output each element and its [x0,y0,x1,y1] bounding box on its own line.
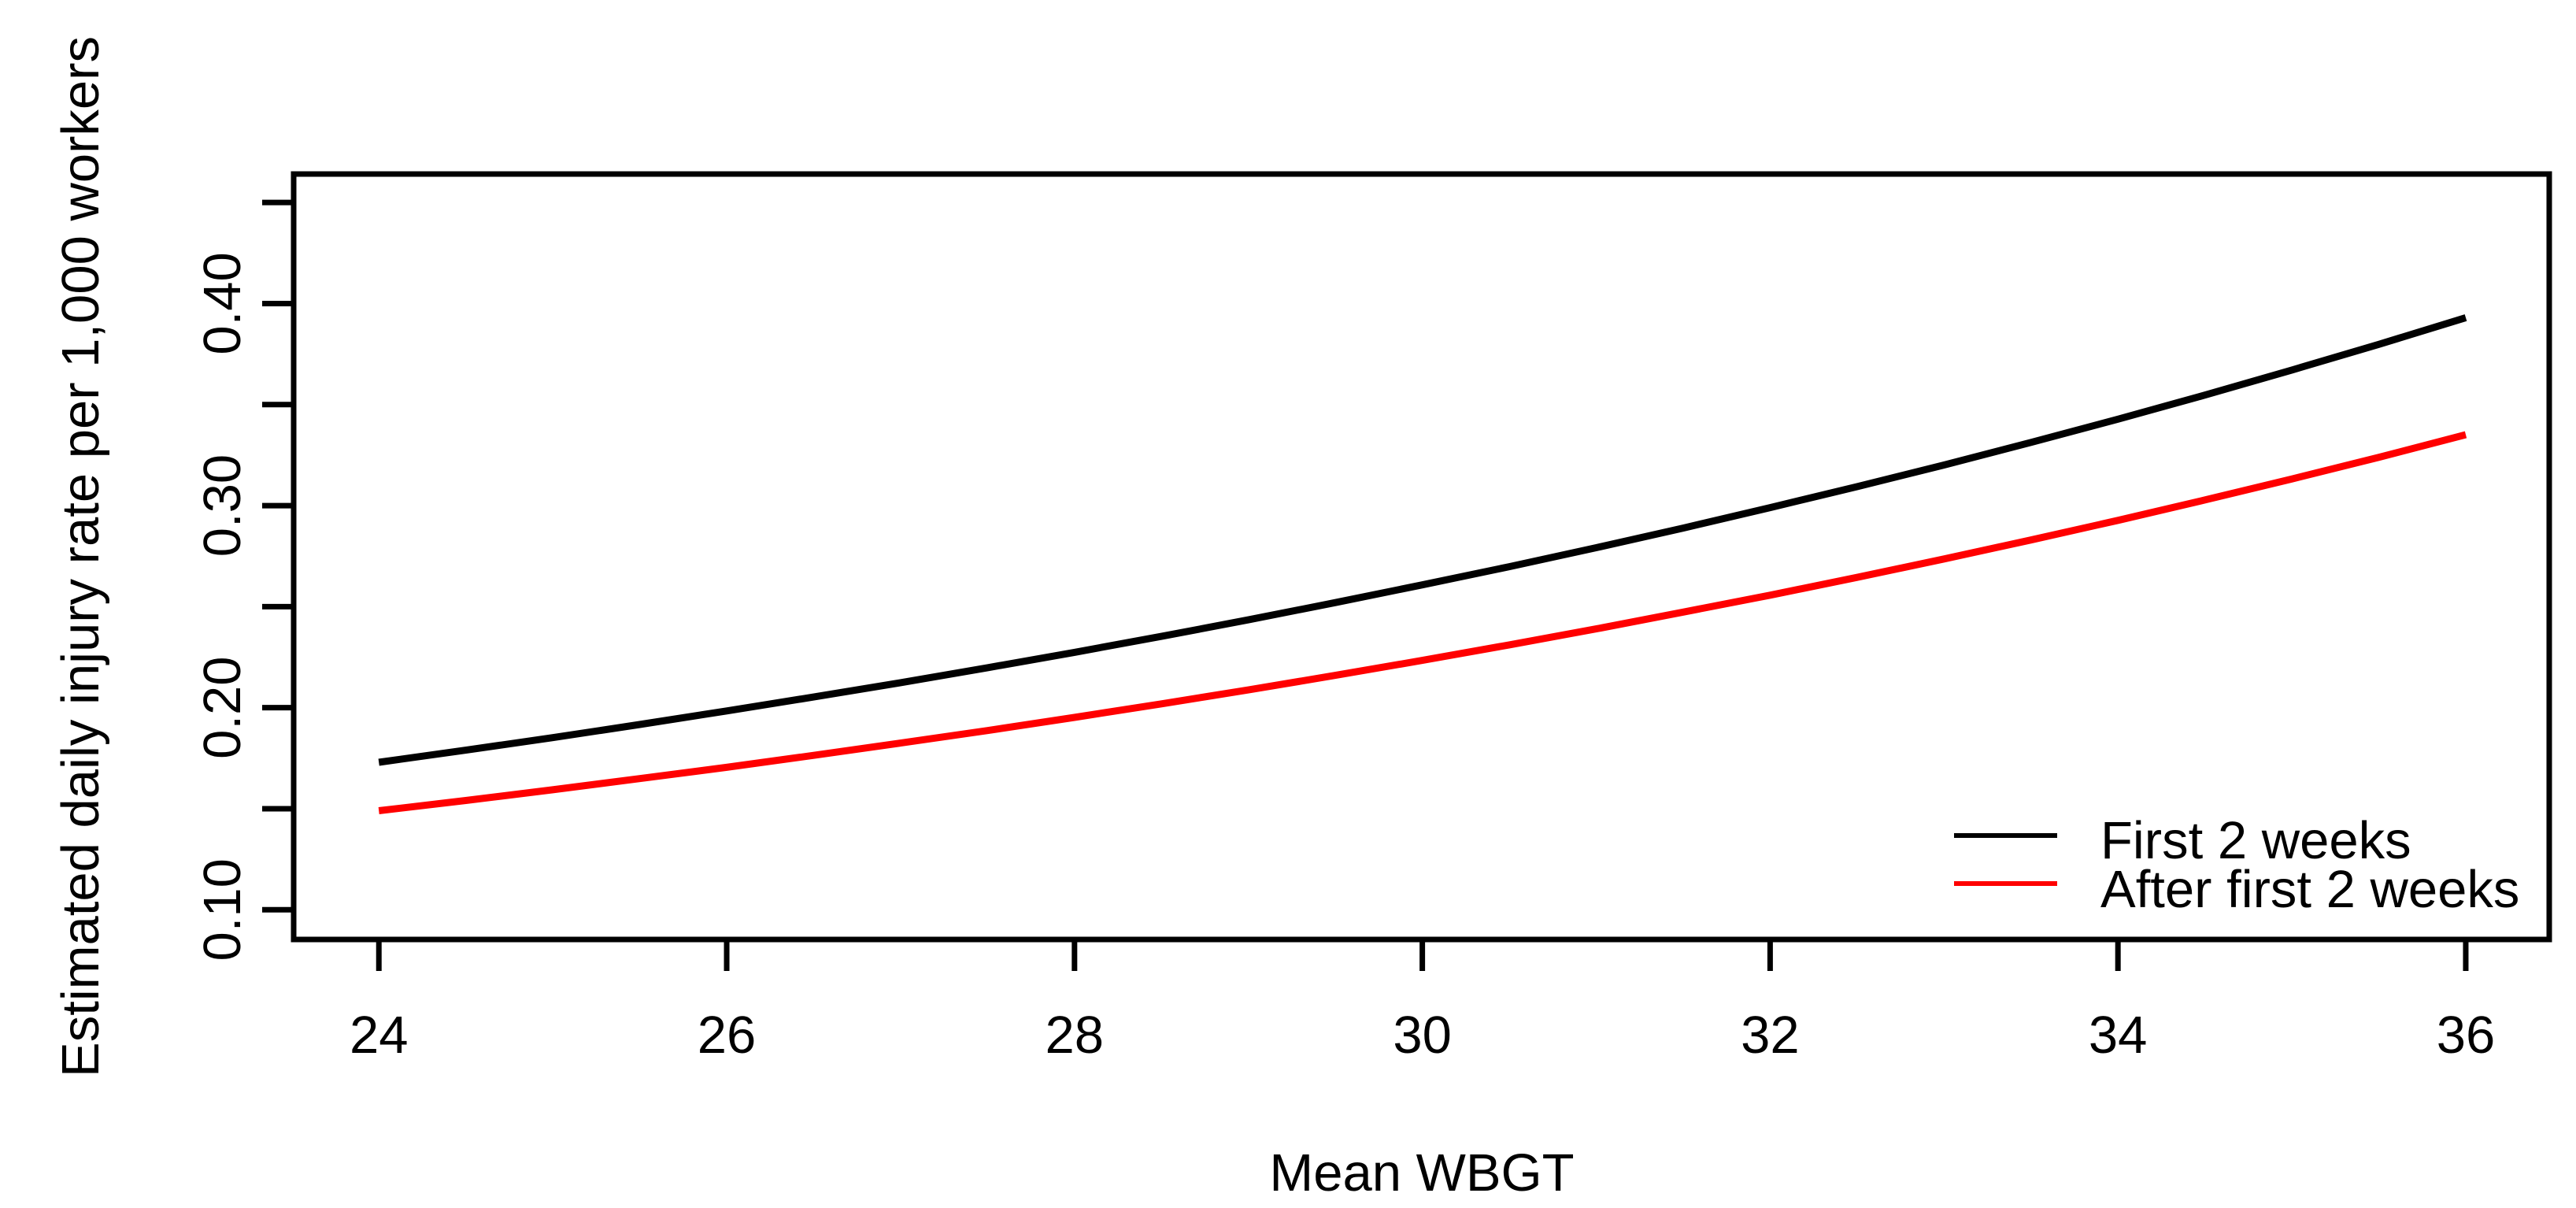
legend: First 2 weeks After first 2 weeks [1954,811,2519,919]
series-line-first-2-weeks [378,314,2467,766]
x-axis: 24 26 28 30 32 34 36 [350,939,2495,1065]
x-tick-label: 30 [1393,1006,1452,1065]
y-tick-label: 0.10 [193,858,252,961]
x-tick-label: 34 [2089,1006,2148,1065]
y-tick-label: 0.30 [193,454,252,557]
x-axis-title: Mean WBGT [1269,1143,1574,1202]
x-tick-label: 24 [350,1006,409,1065]
x-tick-label: 28 [1046,1006,1105,1065]
x-tick-label: 32 [1741,1006,1800,1065]
x-tick-label: 26 [698,1006,757,1065]
series-line-after-first-2-weeks [378,431,2467,814]
y-axis-title: Estimated daily injury rate per 1,000 wo… [51,36,110,1077]
legend-label-after-first-2-weeks: After first 2 weeks [2100,860,2519,919]
x-tick-label: 36 [2437,1006,2496,1065]
y-tick-label: 0.20 [193,656,252,758]
y-tick-label: 0.40 [193,252,252,354]
legend-label-first-2-weeks: First 2 weeks [2100,811,2411,870]
y-axis: 0.10 0.20 0.30 0.40 [193,199,294,961]
